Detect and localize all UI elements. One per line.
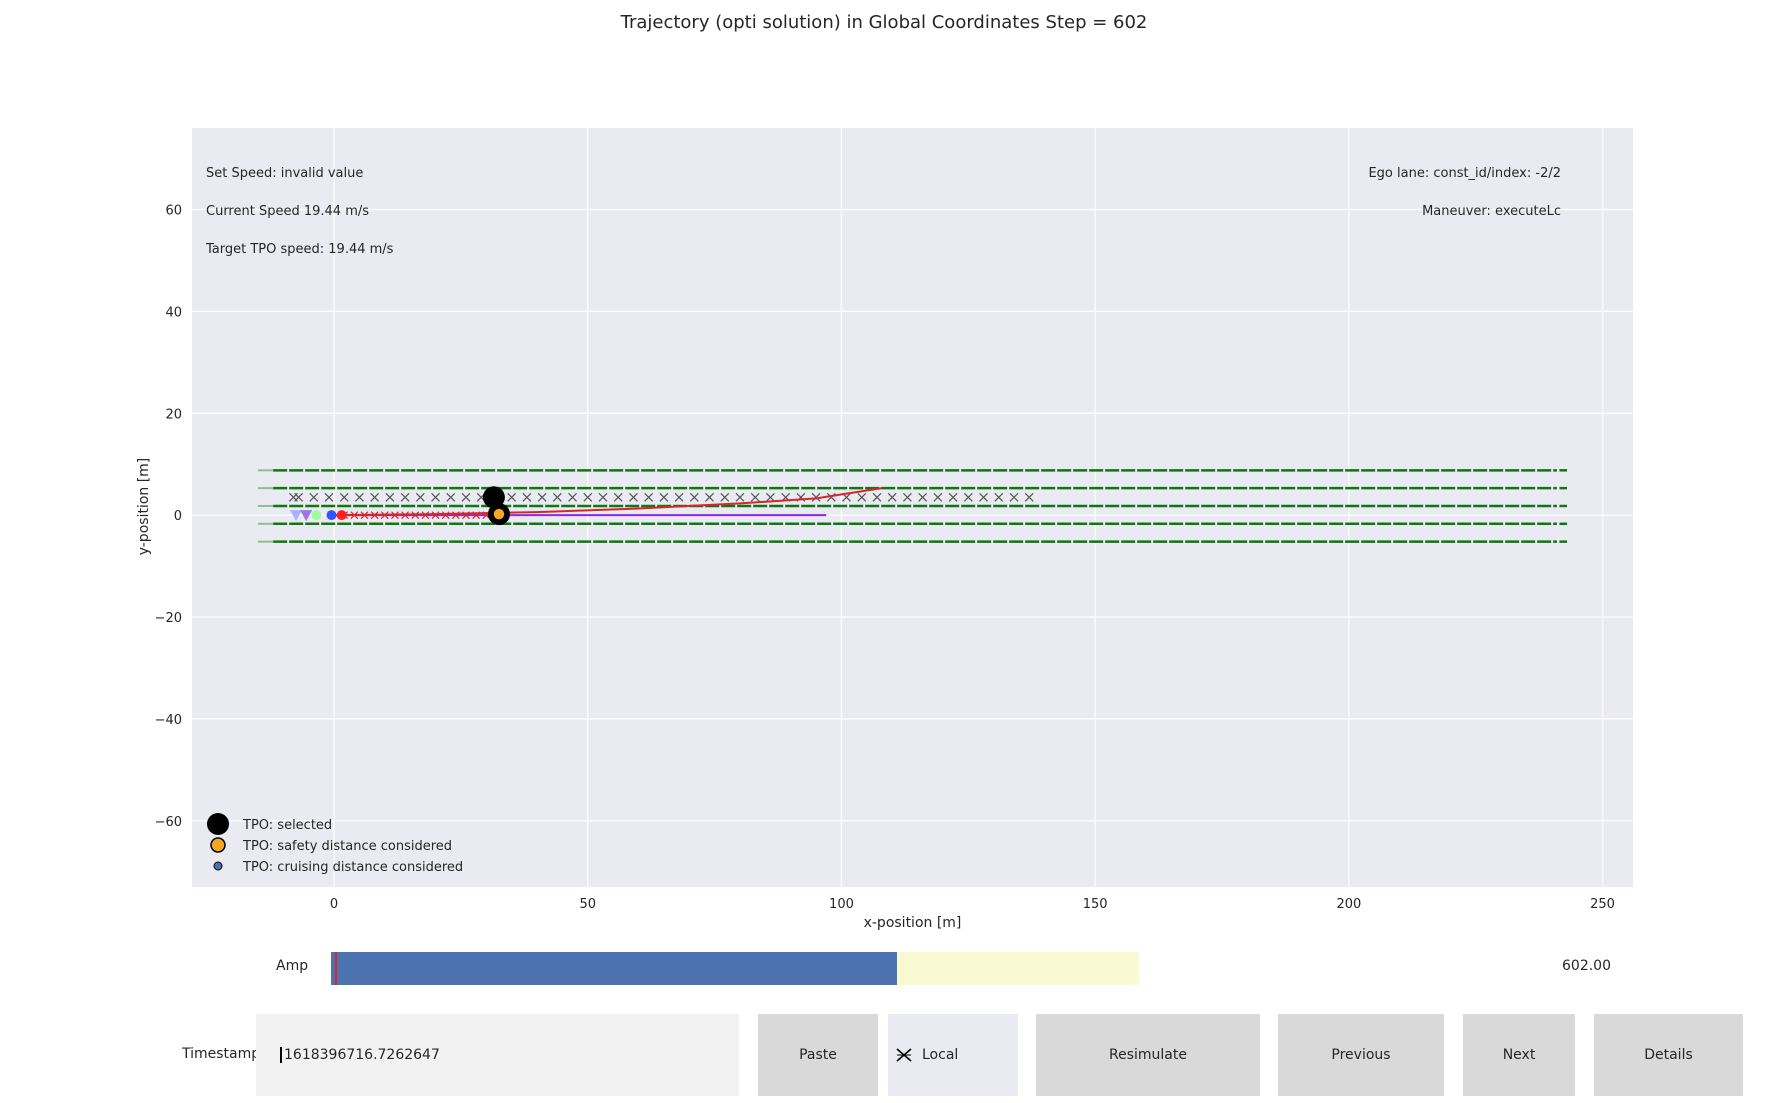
predicted-position-cross <box>994 492 1004 502</box>
trajectory-plot: 0 50 100 150 200 250 −60 −40 −20 0 20 40 60 x-positio… <box>136 128 1633 931</box>
predicted-position-cross <box>598 492 608 502</box>
plot-background <box>192 128 1633 887</box>
legend-entry: TPO: safety distance considered <box>242 839 452 854</box>
predicted-position-cross <box>903 492 912 502</box>
predicted-position-cross <box>431 492 440 502</box>
legend-marker-safety <box>210 837 226 853</box>
predicted-position-cross <box>918 492 928 502</box>
predicted-position-cross <box>766 492 775 502</box>
predicted-position-cross <box>370 492 380 502</box>
info-annotation: Target TPO speed: 19.44 m/s <box>205 242 394 257</box>
planned-trajectory <box>334 487 883 517</box>
ego-trajectory-cross <box>441 511 450 520</box>
resimulate-button[interactable]: Resimulate <box>1036 1014 1260 1096</box>
predicted-position-cross <box>872 492 882 502</box>
predicted-position-cross <box>644 492 654 502</box>
legend-entry: TPO: selected <box>242 818 332 833</box>
predicted-position-cross <box>537 492 547 502</box>
x-tick-label: 100 <box>829 897 854 912</box>
predicted-position-cross <box>629 492 638 502</box>
predicted-position-cross <box>735 492 745 502</box>
predicted-position-cross <box>933 492 943 502</box>
predicted-position-cross <box>507 492 517 502</box>
x-tick-label: 200 <box>1336 897 1361 912</box>
x-tick-label: 0 <box>330 897 338 912</box>
predicted-position-cross <box>583 492 593 502</box>
ego-history-marker <box>311 510 322 521</box>
next-button[interactable]: Next <box>1463 1014 1575 1096</box>
ego-history-triangle <box>300 510 313 522</box>
predicted-position-cross <box>400 492 410 502</box>
predicted-position-cross <box>689 492 699 502</box>
details-button[interactable]: Details <box>1594 1014 1743 1096</box>
chart-title: Trajectory (opti solution) in Global Coo… <box>620 12 1148 33</box>
slider-value: 602.00 <box>1562 958 1611 974</box>
predicted-position-cross <box>659 492 669 502</box>
x-tick-label: 250 <box>1590 897 1615 912</box>
slider-fill <box>331 952 897 985</box>
predicted-position-cross <box>613 492 623 502</box>
timestamp-label: Timestamp <box>182 1046 261 1062</box>
y-tick-label: 20 <box>165 407 182 422</box>
predicted-position-cross <box>522 492 532 502</box>
y-tick-label: 40 <box>165 305 182 320</box>
predicted-position-cross <box>705 492 714 502</box>
info-annotation: Set Speed: invalid value <box>206 166 363 181</box>
y-tick-label: −60 <box>155 815 182 830</box>
paste-button[interactable]: Paste <box>758 1014 878 1096</box>
predicted-position-cross <box>887 492 897 502</box>
y-tick-label: 60 <box>165 204 182 219</box>
predicted-position-cross <box>461 492 471 502</box>
predicted-position-cross <box>963 492 973 502</box>
timestamp-value: 1618396716.7262647 <box>284 1047 440 1063</box>
ego-history-marker <box>326 510 337 521</box>
ego-history-marker <box>336 510 347 521</box>
predicted-position-cross <box>552 492 562 502</box>
predicted-position-cross <box>674 492 684 502</box>
timestamp-input[interactable]: 1618396716.7262647 <box>256 1014 739 1096</box>
step-slider[interactable] <box>331 952 1139 985</box>
ego-trajectory-cross <box>431 511 440 520</box>
x-tick-label: 150 <box>1083 897 1108 912</box>
predicted-position-cross <box>309 492 319 502</box>
slider-initial-marker <box>335 952 337 985</box>
checkbox-cross-icon <box>896 1048 912 1062</box>
y-tick-label: −20 <box>155 611 182 626</box>
y-axis-label: y-position [m] <box>136 458 152 556</box>
predicted-position-cross <box>355 492 364 502</box>
predicted-position-cross <box>446 492 456 502</box>
predicted-position-cross <box>948 492 958 502</box>
local-checkbox[interactable]: Local <box>888 1014 1018 1096</box>
legend-marker-cruising <box>213 861 223 871</box>
ego-history-triangle <box>290 510 303 522</box>
predicted-position-cross <box>979 492 988 502</box>
tpo-selected-marker <box>482 486 505 509</box>
x-tick-label: 50 <box>579 897 596 912</box>
info-annotation: Maneuver: executeLc <box>1422 204 1561 219</box>
predicted-position-cross <box>415 492 425 502</box>
x-axis-label: x-position [m] <box>864 915 962 931</box>
predicted-position-cross <box>720 492 730 502</box>
predicted-position-cross <box>1024 492 1034 502</box>
predicted-position-cross <box>750 492 760 502</box>
text-cursor <box>280 1047 282 1063</box>
predicted-position-cross <box>324 492 334 502</box>
previous-button[interactable]: Previous <box>1278 1014 1444 1096</box>
y-tick-label: 0 <box>174 509 182 524</box>
local-label: Local <box>922 1047 959 1063</box>
predicted-position-cross <box>1009 492 1019 502</box>
y-tick-label: −40 <box>155 713 182 728</box>
predicted-position-cross <box>811 492 821 502</box>
slider-label: Amp <box>276 958 309 974</box>
predicted-position-cross <box>568 492 577 502</box>
predicted-position-cross <box>385 492 395 502</box>
predicted-position-cross <box>339 492 349 502</box>
legend-entry: TPO: cruising distance considered <box>242 860 463 875</box>
predicted-position-cross <box>289 492 298 502</box>
predicted-position-cross <box>857 492 867 502</box>
legend-marker-selected <box>207 813 229 835</box>
tpo-safety-marker <box>492 507 506 521</box>
info-annotation: Current Speed 19.44 m/s <box>206 204 369 219</box>
info-annotation: Ego lane: const_id/index: -2/2 <box>1368 166 1561 181</box>
